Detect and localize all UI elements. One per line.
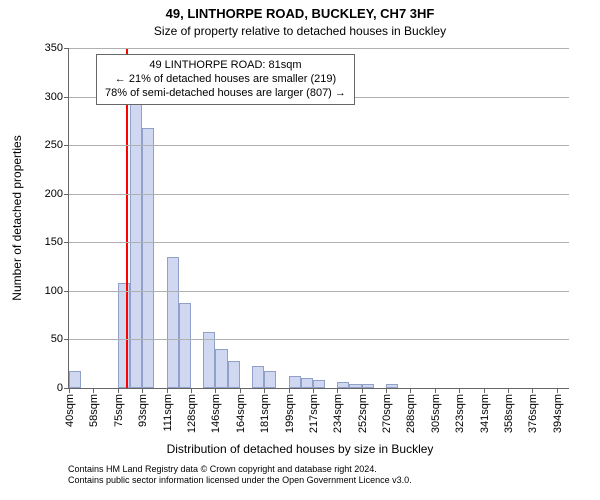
x-tick-mark xyxy=(435,388,436,393)
annotation-box: 49 LINTHORPE ROAD: 81sqm← 21% of detache… xyxy=(96,54,355,105)
x-tick-mark xyxy=(508,388,509,393)
histogram-bar xyxy=(252,366,264,388)
histogram-bar xyxy=(349,384,361,388)
x-tick-label: 376sqm xyxy=(525,394,539,433)
x-tick-label: 128sqm xyxy=(184,394,198,433)
page-title: 49, LINTHORPE ROAD, BUCKLEY, CH7 3HF xyxy=(0,6,600,21)
x-tick-label: 40sqm xyxy=(62,394,76,427)
x-tick-mark xyxy=(459,388,460,393)
attribution-footer: Contains HM Land Registry data © Crown c… xyxy=(68,464,412,487)
x-tick-mark xyxy=(93,388,94,393)
footer-line: Contains HM Land Registry data © Crown c… xyxy=(68,464,412,475)
histogram-bar xyxy=(386,384,398,388)
x-tick-label: 181sqm xyxy=(257,394,271,433)
x-tick-mark xyxy=(289,388,290,393)
gridline xyxy=(69,194,569,195)
x-tick-label: 111sqm xyxy=(160,394,174,432)
x-tick-label: 341sqm xyxy=(477,394,491,433)
x-tick-mark xyxy=(386,388,387,393)
x-tick-label: 199sqm xyxy=(282,394,296,433)
y-tick-label: 200 xyxy=(45,188,69,200)
x-tick-mark xyxy=(557,388,558,393)
x-tick-mark xyxy=(240,388,241,393)
annotation-line: 78% of semi-detached houses are larger (… xyxy=(105,87,346,101)
histogram-bar xyxy=(130,84,142,388)
histogram-bar xyxy=(289,376,301,388)
histogram-bar xyxy=(69,371,81,388)
annotation-line: ← 21% of detached houses are smaller (21… xyxy=(105,73,346,87)
histogram-bar xyxy=(215,349,227,388)
x-tick-label: 323sqm xyxy=(452,394,466,433)
x-tick-mark xyxy=(264,388,265,393)
x-tick-label: 75sqm xyxy=(111,394,125,427)
gridline xyxy=(69,48,569,49)
histogram-bar xyxy=(118,283,130,388)
y-tick-label: 250 xyxy=(45,139,69,151)
x-tick-mark xyxy=(118,388,119,393)
x-tick-label: 234sqm xyxy=(330,394,344,433)
y-tick-label: 350 xyxy=(45,42,69,54)
x-tick-mark xyxy=(313,388,314,393)
histogram-bar xyxy=(264,371,276,388)
gridline xyxy=(69,339,569,340)
x-tick-label: 305sqm xyxy=(428,394,442,433)
x-tick-mark xyxy=(410,388,411,393)
histogram-bar xyxy=(179,303,191,388)
x-tick-mark xyxy=(337,388,338,393)
histogram-bar xyxy=(142,128,154,388)
x-tick-mark xyxy=(191,388,192,393)
x-tick-label: 217sqm xyxy=(306,394,320,433)
x-tick-label: 58sqm xyxy=(86,394,100,427)
histogram-bar xyxy=(362,384,374,388)
histogram-bar xyxy=(167,257,179,388)
x-tick-label: 270sqm xyxy=(379,394,393,433)
histogram-bar xyxy=(228,361,240,388)
x-tick-label: 288sqm xyxy=(403,394,417,433)
x-axis-label: Distribution of detached houses by size … xyxy=(0,442,600,456)
y-axis-label: Number of detached properties xyxy=(10,135,24,300)
histogram-bar xyxy=(313,380,325,388)
annotation-line: 49 LINTHORPE ROAD: 81sqm xyxy=(105,59,346,73)
x-tick-mark xyxy=(167,388,168,393)
gridline xyxy=(69,145,569,146)
x-tick-label: 146sqm xyxy=(208,394,222,433)
gridline xyxy=(69,242,569,243)
y-tick-label: 0 xyxy=(57,382,69,394)
x-tick-mark xyxy=(362,388,363,393)
x-tick-label: 164sqm xyxy=(233,394,247,433)
y-tick-label: 150 xyxy=(45,236,69,248)
gridline xyxy=(69,291,569,292)
x-tick-label: 252sqm xyxy=(355,394,369,433)
x-tick-mark xyxy=(532,388,533,393)
x-tick-mark xyxy=(215,388,216,393)
y-tick-label: 300 xyxy=(45,91,69,103)
page-subtitle: Size of property relative to detached ho… xyxy=(0,24,600,38)
y-tick-label: 50 xyxy=(51,333,69,345)
x-tick-mark xyxy=(69,388,70,393)
histogram-bar xyxy=(337,382,349,388)
x-tick-label: 394sqm xyxy=(550,394,564,433)
footer-line: Contains public sector information licen… xyxy=(68,475,412,486)
y-tick-label: 100 xyxy=(45,285,69,297)
x-tick-label: 358sqm xyxy=(501,394,515,433)
histogram-bar xyxy=(301,378,313,388)
x-tick-label: 93sqm xyxy=(135,394,149,427)
x-tick-mark xyxy=(142,388,143,393)
x-tick-mark xyxy=(484,388,485,393)
